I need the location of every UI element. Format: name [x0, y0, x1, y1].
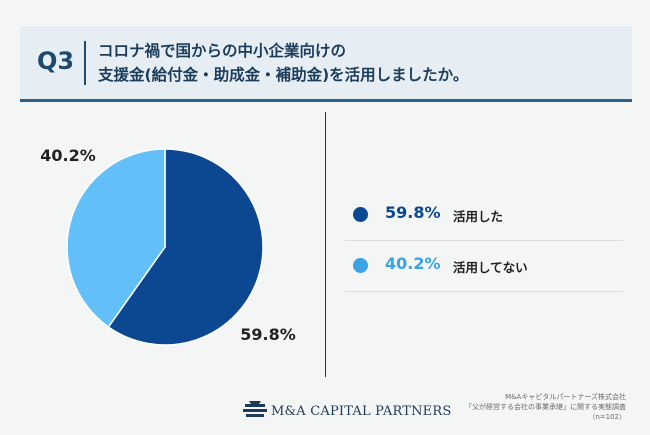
pie-slices — [66, 148, 264, 346]
pie-slice-2 — [66, 148, 166, 329]
pie-label-2: 40.2% — [40, 146, 96, 165]
question-line-1: コロナ禍で国からの中小企業向けの — [98, 42, 347, 60]
pie-slice-1 — [107, 148, 264, 346]
question-header: Q3 コロナ禍で国からの中小企業向けの 支援金(給付金・助成金・補助金)を活用し… — [20, 26, 632, 102]
pie-label-1: 59.8% — [240, 325, 296, 344]
chart-divider — [325, 112, 326, 377]
logo-mark-icon — [243, 401, 267, 417]
legend-label-used: 活用した — [453, 209, 504, 224]
question-number: Q3 — [37, 47, 75, 75]
legend-value-used: 59.8% — [385, 203, 441, 222]
source-note: M&Aキャピタルパートナーズ株式会社 「父が経営する会社の事業承継」に関する実態… — [465, 392, 626, 422]
source-sample-size: （n=102） — [588, 413, 626, 421]
source-company: M&Aキャピタルパートナーズ株式会社 — [505, 393, 626, 401]
legend-value-not-used: 40.2% — [385, 254, 441, 273]
question-text: コロナ禍で国からの中小企業向けの 支援金(給付金・助成金・補助金)を活用しました… — [98, 39, 468, 87]
legend-label-not-used: 活用してない — [453, 260, 528, 275]
logo-text: M&A CAPITAL PARTNERS — [271, 404, 452, 419]
legend-item-used: 59.8% 活用した — [345, 190, 623, 241]
question-line-2: 支援金(給付金・助成金・補助金)を活用しましたか。 — [98, 66, 469, 84]
question-divider — [84, 41, 86, 85]
legend-dot-not-used — [353, 258, 368, 273]
source-survey: 「父が経営する会社の事業承継」に関する実態調査 — [465, 403, 626, 411]
legend-dot-used — [353, 207, 368, 222]
pie-labels: 59.8% 40.2% — [40, 146, 296, 344]
legend-item-not-used: 40.2% 活用してない — [345, 241, 623, 292]
